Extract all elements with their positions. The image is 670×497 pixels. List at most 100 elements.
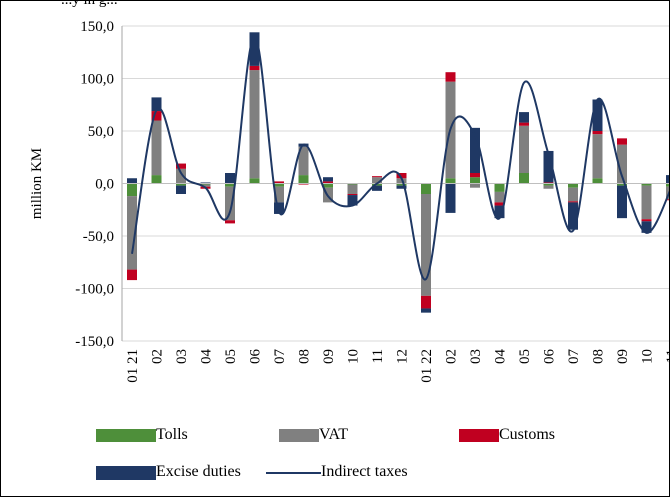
bar-customs <box>445 72 456 82</box>
bar-customs <box>592 131 603 135</box>
legend-swatch-tolls <box>96 429 156 442</box>
bar-vat <box>176 168 186 184</box>
bar-excise-duties <box>470 127 480 173</box>
legend-label-indirect: Indirect taxes <box>321 463 408 480</box>
bar-customs <box>617 138 627 145</box>
y-tick-label: -50,0 <box>83 229 114 245</box>
bar-tolls <box>347 183 358 185</box>
bar-customs <box>151 111 162 121</box>
bar-vat <box>151 120 162 176</box>
bar-excise-duties <box>641 221 652 233</box>
bar-tolls <box>421 183 431 194</box>
bar-excise-duties <box>200 182 211 184</box>
bar-tolls <box>641 183 652 186</box>
bar-vat <box>298 146 309 176</box>
x-tick-label: 01 21 <box>125 349 141 383</box>
bar-vat <box>519 125 529 173</box>
bar-customs <box>641 219 652 222</box>
legend-swatch-vat <box>279 429 319 442</box>
bar-vat <box>347 184 358 194</box>
bar-tolls <box>445 178 456 184</box>
x-tick-label: 02 <box>444 349 460 364</box>
bar-excise-duties <box>494 205 505 219</box>
bar-vat <box>225 186 235 221</box>
bar-excise-duties <box>617 185 627 219</box>
bar-tolls <box>519 173 529 184</box>
bar-vat <box>494 191 505 203</box>
bar-vat <box>249 70 260 179</box>
bar-tolls <box>592 178 603 184</box>
x-tick-label: 11 <box>370 349 386 363</box>
bar-excise-duties <box>274 202 284 214</box>
x-tick-label: 02 <box>150 349 166 364</box>
bar-tolls <box>666 183 669 187</box>
y-tick-label: 150,0 <box>80 19 114 35</box>
x-tick-label: 05 <box>223 349 239 364</box>
bar-vat <box>543 185 554 189</box>
bar-customs <box>249 65 260 71</box>
x-tick-label: 04 <box>493 349 509 365</box>
legend-label-excise: Excise duties <box>156 463 241 480</box>
bar-tolls <box>225 183 235 187</box>
bar-excise-duties <box>592 99 603 131</box>
x-tick-label: 03 <box>468 349 484 364</box>
legend-swatch-excise <box>96 466 156 480</box>
bar-excise-duties <box>127 178 137 184</box>
y-tick-label: -100,0 <box>75 282 114 298</box>
bar-excise-duties <box>396 185 407 189</box>
bar-tolls <box>298 175 309 184</box>
bar-vat <box>200 184 211 187</box>
bar-customs <box>519 122 529 126</box>
x-tick-label: 07 <box>272 349 288 365</box>
bar-customs <box>323 181 333 184</box>
bar-tolls <box>543 183 554 186</box>
x-tick-label: 01 22 <box>419 349 435 383</box>
x-tick-label: 11 <box>664 349 669 363</box>
y-tick-label: 50,0 <box>88 124 114 140</box>
bar-vat <box>127 196 137 270</box>
bar-vat <box>470 183 480 188</box>
bar-vat <box>568 187 578 202</box>
x-tick-label: 10 <box>640 349 656 364</box>
bar-tolls <box>200 183 211 185</box>
x-tick-label: 08 <box>591 349 607 364</box>
bar-customs <box>274 181 284 184</box>
x-tick-label: 10 <box>346 349 362 364</box>
bar-customs <box>470 173 480 178</box>
bar-customs <box>666 199 669 201</box>
bar-tolls <box>151 175 162 184</box>
bar-vat <box>372 177 382 184</box>
bar-excise-duties <box>372 185 382 191</box>
bar-excise-duties <box>543 150 554 183</box>
y-axis-title: million KM <box>29 148 45 219</box>
bar-tolls <box>323 183 333 188</box>
bar-tolls <box>470 177 480 184</box>
x-tick-label: 03 <box>174 349 190 364</box>
bar-customs <box>225 220 235 224</box>
bar-excise-duties <box>347 195 358 206</box>
bar-customs <box>543 182 554 184</box>
bar-excise-duties <box>323 177 333 182</box>
legend-swatch-customs <box>459 429 499 442</box>
bar-vat <box>617 144 627 184</box>
bar-excise-duties <box>249 32 260 66</box>
bar-customs <box>494 202 505 206</box>
x-tick-label: 05 <box>517 349 533 364</box>
bar-customs <box>421 295 431 309</box>
bar-tolls <box>249 178 260 184</box>
bar-tolls <box>617 183 627 186</box>
y-tick-label: 0,0 <box>95 177 114 193</box>
chart-caption: ...y in g... <box>61 0 118 8</box>
legend-label-customs: Customs <box>499 426 556 443</box>
x-tick-label: 08 <box>297 349 313 364</box>
x-tick-label: 06 <box>248 349 264 365</box>
y-tick-label: 100,0 <box>80 72 114 88</box>
legend-label-vat: VAT <box>319 426 349 443</box>
x-tick-label: 09 <box>321 349 337 364</box>
bar-tolls <box>274 183 284 187</box>
bar-vat <box>421 194 431 296</box>
bar-customs <box>568 201 578 203</box>
bar-tolls <box>127 183 137 197</box>
